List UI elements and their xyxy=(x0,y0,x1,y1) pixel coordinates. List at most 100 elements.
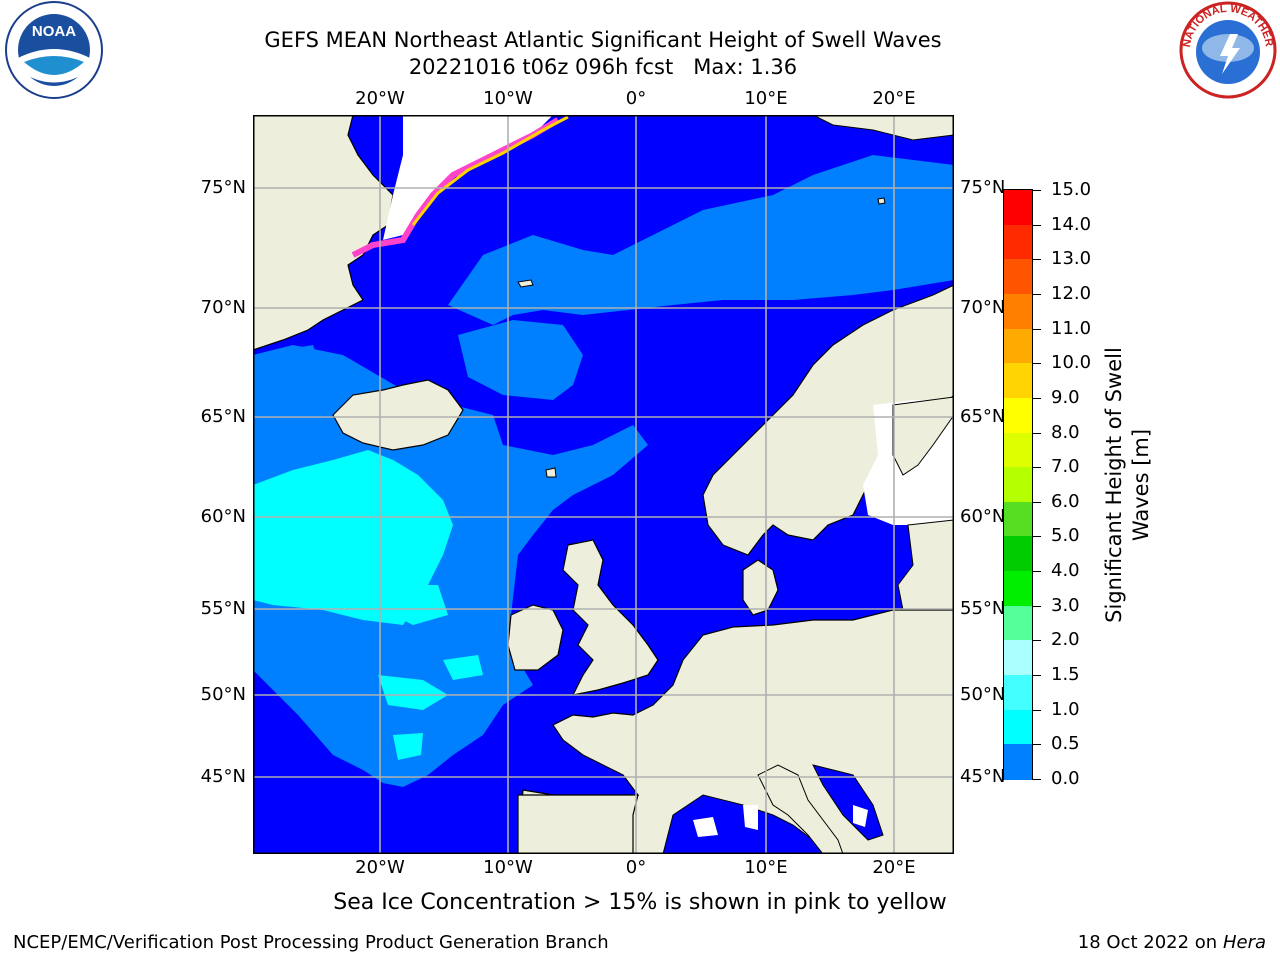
swell-zone-10-15-patch-d xyxy=(393,585,448,625)
map-frame xyxy=(253,115,954,854)
colorbar-segment xyxy=(1004,744,1032,780)
colorbar-tick-label: 8.0 xyxy=(1051,421,1080,443)
colorbar-tick-mark xyxy=(1033,293,1041,295)
colorbar-tick-label: 0.0 xyxy=(1051,768,1080,789)
colorbar-tick-mark xyxy=(1033,675,1041,677)
colorbar-segment xyxy=(1004,432,1032,468)
colorbar-tick-label: 10.0 xyxy=(1051,352,1092,374)
swell-zone-05-10-north xyxy=(448,155,954,325)
lat-label-right-75n: 75°N xyxy=(960,177,1006,198)
colorbar-tick-label: 3.0 xyxy=(1051,594,1080,616)
colorbar-segment xyxy=(1004,536,1032,572)
colorbar-tick-label: 6.0 xyxy=(1051,490,1080,512)
lon-label-bottom-20e: 20°E xyxy=(872,857,916,878)
colorbar-segment xyxy=(1004,501,1032,538)
swell-zone-05-10-central xyxy=(458,320,583,400)
colorbar-tick-label: 1.0 xyxy=(1051,698,1080,720)
colorbar-segment xyxy=(1004,571,1032,607)
colorbar-tick-mark xyxy=(1033,328,1041,330)
map-panel xyxy=(253,115,954,854)
colorbar-segment xyxy=(1004,467,1032,503)
swell-zone-10-15-patch-b xyxy=(393,733,423,760)
land-faroe xyxy=(545,467,557,478)
colorbar-tick-label: 15.0 xyxy=(1051,179,1092,200)
colorbar-segment xyxy=(1004,293,1032,330)
colorbar-segment xyxy=(1004,640,1032,676)
lat-label-right-45n: 45°N xyxy=(960,766,1006,787)
swell-map xyxy=(253,115,954,854)
noaa-logo: NOAA xyxy=(5,1,103,99)
colorbar-segment xyxy=(1004,224,1032,260)
colorbar-tick-label: 7.0 xyxy=(1051,456,1080,478)
colorbar-tick-label: 11.0 xyxy=(1051,317,1092,339)
colorbar xyxy=(1003,189,1033,780)
colorbar-tick-mark xyxy=(1033,605,1041,607)
lon-label-top-20e: 20°E xyxy=(872,88,916,109)
colorbar-tick-label: 14.0 xyxy=(1051,213,1092,235)
map-title: GEFS MEAN Northeast Atlantic Significant… xyxy=(264,28,942,52)
lon-label-top-0: 0° xyxy=(625,88,647,109)
lat-label-right-65n: 65°N xyxy=(960,406,1006,427)
colorbar-tick-mark xyxy=(1033,779,1041,780)
colorbar-tick-label: 9.0 xyxy=(1051,386,1080,408)
lat-label-right-70n: 70°N xyxy=(960,297,1006,318)
colorbar-segment xyxy=(1004,190,1032,226)
swell-zone-10-15-patch-a xyxy=(378,675,448,710)
lon-label-bottom-10w: 10°W xyxy=(483,857,533,878)
lat-label-right-50n: 50°N xyxy=(960,684,1006,705)
lat-label-left-50n: 50°N xyxy=(200,684,246,705)
sea-ice-edge xyxy=(351,117,560,258)
colorbar-segment xyxy=(1004,397,1032,434)
colorbar-tick-mark xyxy=(1033,259,1041,261)
colorbar-tick-label: 13.0 xyxy=(1051,248,1092,270)
land-iberia xyxy=(517,794,639,854)
lon-label-bottom-20w: 20°W xyxy=(355,857,405,878)
lat-label-left-70n: 70°N xyxy=(200,297,246,318)
sea-ice-edge-yellow xyxy=(411,115,569,226)
land-iceland xyxy=(332,379,464,451)
gridlines xyxy=(253,115,954,854)
lon-label-top-10w: 10°W xyxy=(483,88,533,109)
lon-label-bottom-10e: 10°E xyxy=(744,857,788,878)
colorbar-tick-label: 2.0 xyxy=(1051,629,1080,651)
swell-zone-10-15-main xyxy=(253,450,453,625)
land-italy xyxy=(757,764,844,854)
colorbar-segment xyxy=(1004,328,1032,364)
colorbar-tick-mark xyxy=(1033,501,1041,503)
colorbar-tick-mark xyxy=(1033,432,1041,434)
footer-credit: NCEP/EMC/Verification Post Processing Pr… xyxy=(13,932,609,953)
sea-ice-note: Sea Ice Concentration > 15% is shown in … xyxy=(333,890,947,915)
colorbar-tick-mark xyxy=(1033,190,1041,191)
land-jan-mayen xyxy=(517,279,534,288)
lon-label-top-20w: 20°W xyxy=(355,88,405,109)
footer-date: 18 Oct 2022 on Hera xyxy=(1078,932,1266,953)
colorbar-segment xyxy=(1004,605,1032,641)
land-ireland xyxy=(507,604,564,671)
lat-label-left-45n: 45°N xyxy=(200,766,246,787)
colorbar-tick-mark xyxy=(1033,709,1041,711)
swell-zone-10-15-patch-c xyxy=(443,655,483,680)
colorbar-title: Significant Height of Swell Waves [m] xyxy=(1102,347,1153,623)
lat-label-right-60n: 60°N xyxy=(960,506,1006,527)
lon-label-bottom-0: 0° xyxy=(625,857,647,878)
colorbar-segment xyxy=(1004,259,1032,295)
colorbar-segment xyxy=(1004,363,1032,399)
colorbar-tick-label: 4.0 xyxy=(1051,560,1080,582)
colorbar-tick-label: 12.0 xyxy=(1051,282,1092,304)
colorbar-tick-label: 1.5 xyxy=(1051,664,1080,686)
colorbar-tick-label: 0.5 xyxy=(1051,733,1080,755)
land-greenland xyxy=(253,115,394,351)
map-subtitle: 20221016 t06z 096h fcst Max: 1.36 xyxy=(408,55,798,79)
land-bear-island xyxy=(877,197,886,205)
lat-label-right-55n: 55°N xyxy=(960,598,1006,619)
colorbar-tick-label: 5.0 xyxy=(1051,525,1080,547)
land-denmark xyxy=(742,559,779,616)
lon-label-top-10e: 10°E xyxy=(744,88,788,109)
colorbar-segment xyxy=(1004,709,1032,745)
colorbar-tick-mark xyxy=(1033,571,1041,573)
footer-date-text: 18 Oct 2022 on xyxy=(1077,932,1223,953)
lat-label-left-60n: 60°N xyxy=(200,506,246,527)
lat-label-left-55n: 55°N xyxy=(200,598,246,619)
nws-logo: NATIONAL WEATHER SERVICE xyxy=(1178,0,1277,99)
no-data-med-patches xyxy=(693,805,868,837)
